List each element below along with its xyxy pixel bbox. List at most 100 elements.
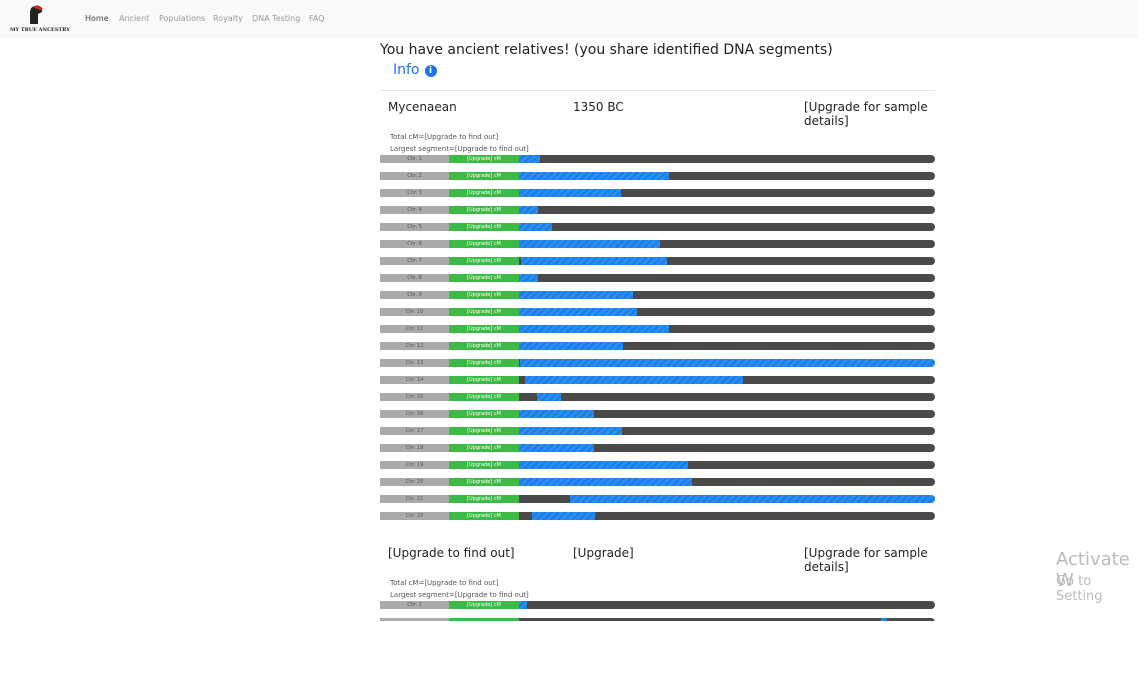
cm-label: [Upgrade] cM: [449, 172, 519, 180]
cm-label: [Upgrade] cM: [449, 223, 519, 231]
chromosome-track: [519, 478, 935, 486]
chromosome-track: [519, 240, 935, 248]
cm-label: [Upgrade] cM: [449, 495, 519, 503]
chromosome-label: Chr. 12: [380, 342, 449, 350]
nav-link[interactable]: DNA Testing: [252, 14, 301, 23]
heading: You have ancient relatives! (you share i…: [380, 42, 833, 58]
dna-segment: [519, 478, 693, 486]
chromosome-track: [519, 512, 935, 520]
match-name: Mycenaean: [388, 100, 457, 114]
nav-link[interactable]: FAQ: [309, 14, 325, 23]
chromosome-track: [519, 461, 935, 469]
cm-label: [Upgrade] cM: [449, 240, 519, 248]
dna-segment: [519, 155, 540, 163]
dna-segment: [519, 410, 594, 418]
chromosome-label: Chr. 2: [380, 172, 449, 180]
nav-link[interactable]: Royalty: [213, 14, 243, 23]
chromosome-label: Chr. 21: [380, 495, 449, 503]
info-link[interactable]: Info i: [393, 62, 437, 78]
dna-segment: [519, 223, 553, 231]
nav-link[interactable]: Home: [85, 14, 109, 23]
chromosome-label: Chr. 13: [380, 359, 449, 367]
chromosome-track: [519, 274, 935, 282]
divider: [380, 90, 935, 91]
match-name: [Upgrade to find out]: [388, 546, 515, 560]
cm-label: [Upgrade] cM: [449, 342, 519, 350]
chromosome-track: [519, 223, 935, 231]
chromosome-track: [519, 427, 935, 435]
cm-label: [Upgrade] cM: [449, 478, 519, 486]
chromosome-track: [519, 618, 935, 621]
dna-segment: [519, 342, 623, 350]
match-details: [Upgrade for sample details]: [804, 100, 928, 128]
dna-segment: [519, 601, 528, 609]
chromosome-label: Chr. 1: [380, 155, 449, 163]
cm-label: [Upgrade] cM: [449, 274, 519, 282]
chromosome-label: Chr. 4: [380, 206, 449, 214]
chromosome-track: [519, 393, 935, 401]
chromosome-track: [519, 376, 935, 384]
total-cm: Total cM=[Upgrade to find out]: [390, 579, 499, 587]
chromosome-track: [519, 308, 935, 316]
chromosome-track: [519, 325, 935, 333]
watermark-subtitle: Go to Setting: [1056, 574, 1103, 604]
dna-segment: [519, 189, 621, 197]
chromosome-label: [380, 618, 449, 621]
chromosome-label: Chr. 7: [380, 257, 449, 265]
dna-segment: [519, 291, 633, 299]
cm-label: [Upgrade] cM: [449, 427, 519, 435]
chromosome-track: [519, 257, 935, 265]
dna-segment: [531, 512, 596, 520]
cm-label: [Upgrade] cM: [449, 461, 519, 469]
navbar: MY TRUE ANCESTRY Home Ancient Populations R…: [0, 0, 1138, 38]
nav-link[interactable]: Ancient: [119, 14, 150, 23]
cm-label: [Upgrade] cM: [449, 444, 519, 452]
match-details: [Upgrade for sample details]: [804, 546, 928, 574]
cm-label: [Upgrade] cM: [449, 376, 519, 384]
cm-label: [Upgrade] cM: [449, 393, 519, 401]
cm-label: [Upgrade] cM: [449, 189, 519, 197]
cm-label: [Upgrade] cM: [449, 359, 519, 367]
chromosome-label: Chr. 8: [380, 274, 449, 282]
cm-label: [Upgrade] cM: [449, 291, 519, 299]
chromosome-label: Chr. 3: [380, 189, 449, 197]
cm-label: [Upgrade] cM: [449, 512, 519, 520]
chromosome-label: Chr. 16: [380, 410, 449, 418]
dna-segment: [519, 359, 935, 367]
cm-label: [Upgrade] cM: [449, 155, 519, 163]
nav-link[interactable]: Populations: [159, 14, 206, 23]
content: You have ancient relatives! (you share i…: [0, 38, 1138, 621]
chromosome-track: [519, 291, 935, 299]
chromosome-label: Chr. 17: [380, 427, 449, 435]
chromosome-track: [519, 189, 935, 197]
chromosome-track: [519, 342, 935, 350]
cm-label: [449, 618, 519, 621]
logo-text: MY TRUE ANCESTRY: [10, 27, 70, 33]
logo-icon: [30, 5, 43, 24]
dna-segment: [519, 461, 688, 469]
match-date: 1350 BC: [573, 100, 624, 114]
chromosome-track: [519, 410, 935, 418]
dna-segment: [519, 206, 539, 214]
cm-label: [Upgrade] cM: [449, 206, 519, 214]
dna-segment: [519, 274, 539, 282]
chromosome-label: Chr. 14: [380, 376, 449, 384]
chromosome-track: [519, 601, 935, 609]
info-icon[interactable]: i: [424, 65, 437, 77]
chromosome-label: Chr. 18: [380, 444, 449, 452]
dna-segment: [519, 240, 661, 248]
chromosome-label: Chr. 22: [380, 512, 449, 520]
cm-label: [Upgrade] cM: [449, 601, 519, 609]
dna-segment: [536, 393, 561, 401]
dna-segment: [521, 257, 667, 265]
chromosome-track: [519, 359, 935, 367]
largest-segment: Largest segment=[Upgrade to find out]: [390, 145, 529, 153]
chromosome-track: [519, 444, 935, 452]
dna-segment: [570, 495, 935, 503]
cm-label: [Upgrade] cM: [449, 257, 519, 265]
cm-label: [Upgrade] cM: [449, 325, 519, 333]
chromosome-label: Chr. 11: [380, 325, 449, 333]
chromosome-track: [519, 495, 935, 503]
chromosome-label: Chr. 6: [380, 240, 449, 248]
